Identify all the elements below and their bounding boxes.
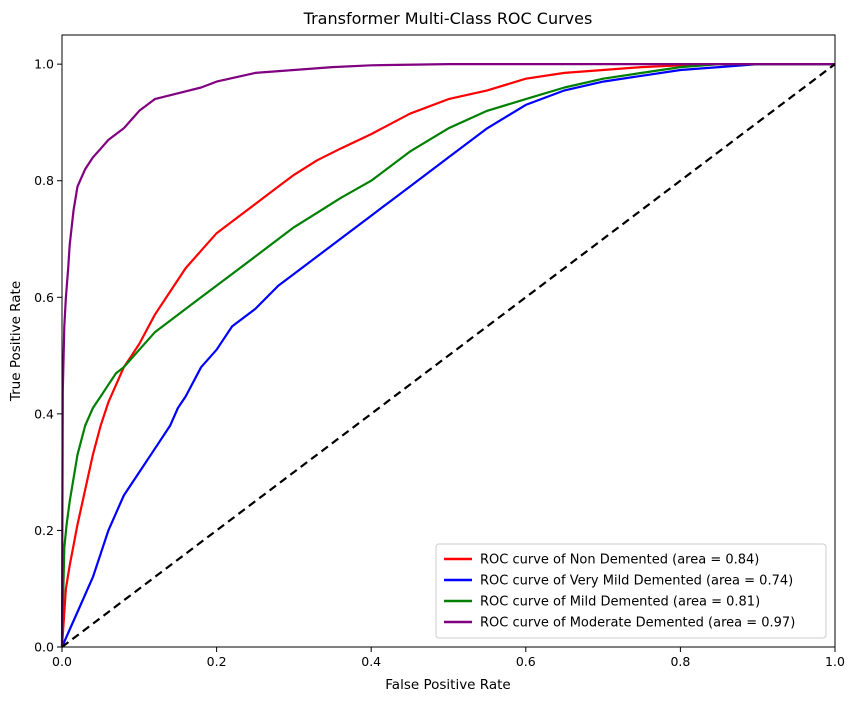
legend-entry-label: ROC curve of Very Mild Demented (area = … <box>480 574 793 589</box>
x-tick-label: 0.0 <box>52 654 72 669</box>
x-tick-label: 0.8 <box>670 654 690 669</box>
x-tick-label: 0.4 <box>361 654 381 669</box>
x-tick-label: 1.0 <box>825 654 845 669</box>
legend-entry-label: ROC curve of Mild Demented (area = 0.81) <box>480 595 760 610</box>
chart-title: Transformer Multi-Class ROC Curves <box>303 9 593 28</box>
y-tick-label: 0.6 <box>34 290 54 305</box>
plot-frame <box>61 34 836 648</box>
x-tick-label: 0.2 <box>207 654 227 669</box>
roc-series-line-2 <box>60 62 835 648</box>
legend-entry-label: ROC curve of Non Demented (area = 0.84) <box>480 553 759 568</box>
series-layer <box>60 62 836 648</box>
y-tick-label: 0.2 <box>34 523 54 538</box>
ticks-layer: 0.0 0.2 0.4 0.6 0.8 1.0 0.0 0.2 0.4 0.6 0.8 1.0 <box>34 57 845 669</box>
y-tick-label: 1.0 <box>34 57 54 72</box>
roc-series-line-3 <box>60 62 835 648</box>
y-tick-label: 0.8 <box>34 173 54 188</box>
x-axis-label: False Positive Rate <box>385 677 510 693</box>
roc-series-line-1 <box>60 62 835 648</box>
y-axis-label: True Positive Rate <box>8 281 24 402</box>
legend-box <box>435 543 827 639</box>
roc-series-line-0 <box>60 62 835 648</box>
diagonal-reference-line <box>61 63 836 648</box>
y-tick-label: 0.0 <box>34 640 54 655</box>
y-tick-label: 0.4 <box>34 406 54 421</box>
legend: ROC curve of Non Demented (area = 0.84) R… <box>435 543 827 639</box>
legend-entry-label: ROC curve of Moderate Demented (area = 0… <box>480 616 795 631</box>
x-tick-label: 0.6 <box>516 654 536 669</box>
